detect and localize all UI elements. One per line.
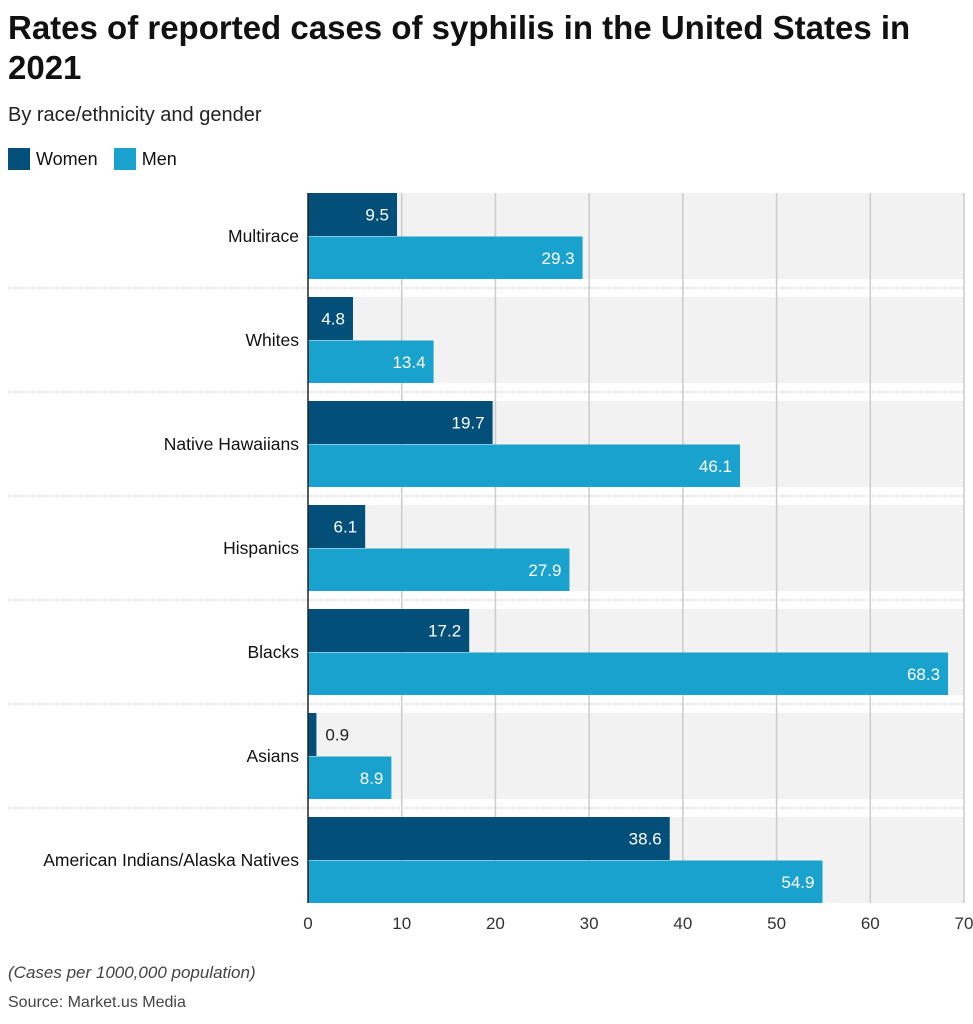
- bar-women: [308, 713, 317, 756]
- bar-men: [308, 652, 949, 695]
- category-band: [308, 713, 964, 799]
- x-tick-label: 60: [861, 914, 880, 933]
- category-label: American Indians/Alaska Natives: [43, 850, 299, 870]
- bar-women: [308, 401, 493, 444]
- data-label-men: 13.4: [392, 353, 425, 372]
- legend: Women Men: [8, 148, 177, 170]
- bar-chart: 0 10 20 30 40 50 60 70 Multirace 9.5 29.3 Whites 4.8…: [8, 193, 973, 933]
- bar-women: [308, 609, 470, 652]
- units-note: (Cases per 1000,000 population): [8, 963, 256, 982]
- category-label: Whites: [246, 330, 300, 350]
- bar-women: [308, 817, 670, 860]
- legend-label-women: Women: [36, 148, 98, 169]
- data-label-men: 68.3: [907, 665, 940, 684]
- category-label: Native Hawaiians: [164, 434, 299, 454]
- data-label-women: 9.5: [365, 206, 389, 225]
- chart-subtitle: By race/ethnicity and gender: [8, 104, 262, 126]
- bar-women: [308, 505, 366, 548]
- data-label-men: 46.1: [699, 457, 732, 476]
- legend-item-men[interactable]: Men: [113, 148, 177, 170]
- x-tick-label: 70: [955, 914, 973, 933]
- data-label-men: 29.3: [541, 249, 574, 268]
- bar-men: [308, 340, 434, 383]
- category-label: Blacks: [247, 642, 299, 662]
- bar-men: [308, 548, 570, 591]
- x-tick-label: 40: [673, 914, 692, 933]
- bar-men: [308, 444, 741, 487]
- data-label-men: 27.9: [528, 561, 561, 580]
- bar-men: [308, 756, 392, 799]
- bar-women: [308, 297, 353, 340]
- data-label-women: 0.9: [325, 726, 349, 745]
- bar-men: [308, 860, 823, 903]
- legend-swatch-women: [8, 148, 30, 170]
- data-label-women: 17.2: [428, 622, 461, 641]
- bar-men: [308, 236, 583, 279]
- chart-title: Rates of reported cases of syphilis in t…: [8, 9, 911, 86]
- data-label-men: 54.9: [781, 873, 814, 892]
- legend-swatch-men: [113, 148, 136, 170]
- category-label: Asians: [246, 746, 299, 766]
- x-tick-label: 10: [392, 914, 411, 933]
- bar-women: [308, 193, 398, 236]
- legend-label-men: Men: [141, 148, 177, 169]
- category-label: Hispanics: [223, 538, 299, 558]
- source-note: Source: Market.us Media: [8, 994, 186, 1011]
- data-label-women: 6.1: [334, 518, 358, 537]
- legend-item-women[interactable]: Women: [8, 148, 98, 170]
- data-label-women: 19.7: [452, 414, 485, 433]
- data-label-women: 4.8: [321, 310, 345, 329]
- x-tick-label: 20: [486, 914, 505, 933]
- x-tick-label: 0: [303, 914, 312, 933]
- x-tick-label: 30: [580, 914, 599, 933]
- data-label-men: 8.9: [360, 769, 384, 788]
- category-label: Multirace: [228, 226, 299, 246]
- x-tick-label: 50: [767, 914, 786, 933]
- data-label-women: 38.6: [629, 830, 662, 849]
